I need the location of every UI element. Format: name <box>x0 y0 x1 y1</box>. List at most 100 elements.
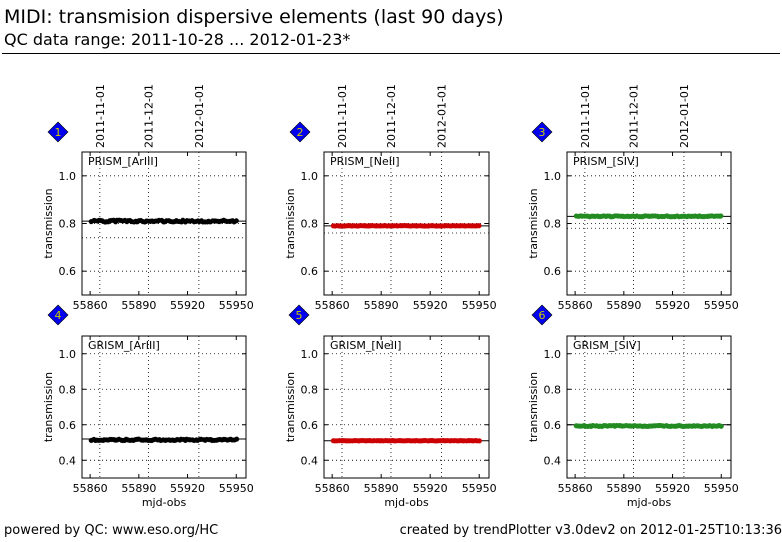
y-axis-label: transmission <box>284 188 297 258</box>
y-tick-label: 1.0 <box>301 348 319 361</box>
chart-panel-3: 3 55860 55890 55920 55950 0.6 0.8 1.0 2011-11-01… <box>527 84 739 312</box>
page-subtitle: QC data range: 2011-10-28 ... 2012-01-23… <box>4 30 351 49</box>
panel-badge-number: 3 <box>539 126 546 139</box>
x-tick-label: 55950 <box>462 482 497 495</box>
y-tick-label: 0.6 <box>59 419 77 432</box>
y-tick-label: 0.8 <box>544 218 562 231</box>
x-tick-label: 55890 <box>121 482 156 495</box>
chart-panel-6: 6 55860 55890 55920 55950 0.4 0.6 0.8 1.0 GRISM_[… <box>527 304 739 509</box>
plot-frame <box>566 335 732 479</box>
chart-panel-2: 2 55860 55890 55920 55950 0.6 0.8 1.0 2011-11-01… <box>284 84 497 312</box>
y-tick-label: 0.4 <box>301 454 319 467</box>
x-axis-label: mjd-obs <box>142 496 187 509</box>
y-tick-label: 0.6 <box>544 419 562 432</box>
date-label: 2011-11-01 <box>579 84 592 148</box>
panel-title: GRISM_[SIV] <box>573 339 641 352</box>
x-tick-label: 55860 <box>558 482 593 495</box>
panel-badge-number: 1 <box>55 126 62 139</box>
x-tick-label: 55890 <box>606 482 641 495</box>
x-tick-label: 55890 <box>364 299 399 312</box>
y-tick-label: 0.6 <box>544 265 562 278</box>
x-tick-label: 55860 <box>315 299 350 312</box>
data-point <box>718 213 724 219</box>
panel-badge <box>47 304 69 326</box>
panel-title: GRISM_[NeII] <box>330 339 401 352</box>
y-tick-label: 0.6 <box>301 419 319 432</box>
title-divider <box>2 53 780 54</box>
panel-title: PRISM_[NeII] <box>330 155 400 168</box>
x-tick-label: 55920 <box>655 482 690 495</box>
y-axis-label: transmission <box>42 372 55 442</box>
plot-frame <box>81 335 247 479</box>
y-tick-label: 0.8 <box>59 218 77 231</box>
x-tick-label: 55860 <box>315 482 350 495</box>
y-tick-label: 1.0 <box>544 170 562 183</box>
x-tick-label: 55860 <box>558 299 593 312</box>
y-tick-label: 1.0 <box>301 170 319 183</box>
panel-title: PRISM_[ArIII] <box>88 155 158 168</box>
y-tick-label: 1.0 <box>59 348 77 361</box>
footer-powered-by: powered by QC: www.eso.org/HC <box>4 523 219 538</box>
data-point <box>718 423 724 429</box>
y-tick-label: 0.6 <box>59 265 77 278</box>
x-tick-label: 55860 <box>73 299 108 312</box>
y-axis-label: transmission <box>527 188 540 258</box>
x-tick-label: 55950 <box>219 299 254 312</box>
x-tick-label: 55920 <box>170 482 205 495</box>
panel-title: PRISM_[SIV] <box>573 155 639 168</box>
panel-badge <box>47 121 69 143</box>
data-point <box>234 436 240 442</box>
data-point <box>233 218 239 224</box>
data-point <box>476 438 482 444</box>
y-tick-label: 1.0 <box>59 170 77 183</box>
x-tick-label: 55950 <box>219 482 254 495</box>
x-axis-label: mjd-obs <box>627 496 672 509</box>
panel-badge <box>288 304 310 326</box>
y-axis-label: transmission <box>284 372 297 442</box>
chart-panel-1: 1 55860 55890 55920 55950 0.6 0.8 1.0 2011-11-01… <box>42 84 254 312</box>
panel-badge-number: 2 <box>297 126 304 139</box>
date-label: 2012-01-01 <box>678 84 691 148</box>
date-label: 2011-11-01 <box>94 84 107 148</box>
x-tick-label: 55920 <box>413 482 448 495</box>
y-tick-label: 0.8 <box>301 218 319 231</box>
date-label: 2011-12-01 <box>143 84 156 148</box>
x-tick-label: 55890 <box>606 299 641 312</box>
x-tick-label: 55890 <box>121 299 156 312</box>
y-tick-label: 0.8 <box>301 383 319 396</box>
x-tick-label: 55890 <box>364 482 399 495</box>
y-axis-label: transmission <box>42 188 55 258</box>
plot-frame <box>323 335 490 479</box>
panel-badge-number: 6 <box>539 309 546 322</box>
panel-title: GRISM_[ArIII] <box>88 339 160 352</box>
y-tick-label: 1.0 <box>544 348 562 361</box>
y-tick-label: 0.8 <box>59 383 77 396</box>
x-tick-label: 55860 <box>73 482 108 495</box>
data-point <box>476 223 482 229</box>
date-label: 2011-12-01 <box>385 84 398 148</box>
x-tick-label: 55920 <box>170 299 205 312</box>
x-tick-label: 55920 <box>413 299 448 312</box>
y-tick-label: 0.8 <box>544 383 562 396</box>
x-tick-label: 55920 <box>655 299 690 312</box>
footer-created-by: created by trendPlotter v3.0dev2 on 2012… <box>399 523 782 538</box>
x-axis-label: mjd-obs <box>384 496 429 509</box>
y-axis-label: transmission <box>527 372 540 442</box>
y-tick-label: 0.4 <box>59 454 77 467</box>
x-tick-label: 55950 <box>704 482 739 495</box>
panel-badge-number: 5 <box>296 309 303 322</box>
y-tick-label: 0.6 <box>301 265 319 278</box>
date-label: 2012-01-01 <box>436 84 449 148</box>
panel-badge-number: 4 <box>55 309 62 322</box>
date-label: 2011-11-01 <box>336 84 349 148</box>
chart-panel-4: 4 55860 55890 55920 55950 0.4 0.6 0.8 1.0 GRISM_[… <box>42 304 254 509</box>
date-label: 2011-12-01 <box>628 84 641 148</box>
panel-badge <box>531 121 553 143</box>
page-title: MIDI: transmision dispersive elements (l… <box>4 6 504 28</box>
panel-badge <box>531 304 553 326</box>
x-tick-label: 55950 <box>704 299 739 312</box>
chart-panel-5: 5 55860 55890 55920 55950 0.4 0.6 0.8 1.0 GRISM_[… <box>284 304 497 509</box>
date-label: 2012-01-01 <box>193 84 206 148</box>
panel-badge <box>289 121 311 143</box>
